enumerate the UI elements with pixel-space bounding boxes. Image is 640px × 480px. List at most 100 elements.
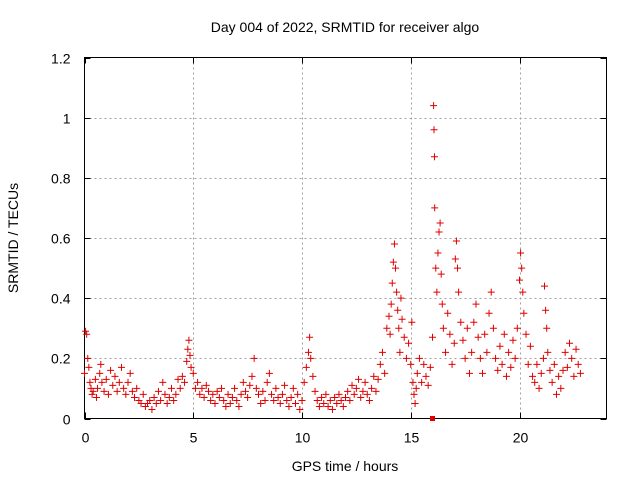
data-point	[539, 354, 547, 362]
data-point	[194, 378, 202, 386]
data-point	[548, 378, 556, 386]
data-point	[209, 390, 217, 398]
data-point	[492, 354, 500, 362]
data-point	[544, 348, 552, 356]
data-point	[91, 375, 99, 383]
data-point	[448, 360, 456, 368]
data-point	[174, 375, 182, 383]
data-point	[424, 381, 432, 389]
data-point	[557, 384, 565, 392]
data-point	[246, 381, 254, 389]
data-point	[157, 396, 165, 404]
data-point	[128, 387, 136, 395]
data-point	[220, 396, 228, 404]
data-point	[390, 240, 398, 248]
data-point	[97, 360, 105, 368]
data-point	[576, 369, 584, 377]
data-point	[455, 288, 463, 296]
y-tick-label: 0.6	[51, 231, 71, 247]
data-point	[183, 357, 191, 365]
data-point	[184, 345, 192, 353]
data-point	[368, 384, 376, 392]
data-point	[398, 315, 406, 323]
data-point	[346, 396, 354, 404]
data-point	[326, 396, 334, 404]
data-point	[126, 369, 134, 377]
x-tick-label: 10	[295, 430, 311, 446]
data-point	[215, 393, 223, 401]
data-point	[465, 369, 473, 377]
data-point	[412, 384, 420, 392]
data-point	[426, 363, 434, 371]
data-point	[300, 378, 308, 386]
data-point	[370, 372, 378, 380]
data-point	[131, 393, 139, 401]
data-point	[397, 294, 405, 302]
data-point	[348, 381, 356, 389]
data-point	[344, 387, 352, 395]
data-point	[546, 366, 554, 374]
data-point	[439, 324, 447, 332]
data-point	[407, 360, 415, 368]
data-point	[481, 330, 489, 338]
data-point	[395, 324, 403, 332]
data-point	[450, 339, 458, 347]
data-point	[357, 393, 365, 401]
data-point	[339, 402, 347, 410]
data-point	[563, 363, 571, 371]
data-point	[252, 384, 260, 392]
data-point	[265, 369, 273, 377]
data-point	[207, 396, 215, 404]
data-point	[165, 393, 173, 401]
data-point	[365, 396, 373, 404]
data-point	[189, 369, 197, 377]
data-point	[281, 381, 289, 389]
data-point	[429, 333, 436, 341]
data-point	[320, 399, 328, 407]
data-point	[559, 366, 567, 374]
data-point	[520, 309, 528, 317]
data-point	[137, 399, 145, 407]
data-point	[81, 369, 88, 377]
x-tick-label: 0	[82, 430, 90, 446]
data-point	[572, 345, 580, 353]
data-point	[222, 402, 230, 410]
data-point	[335, 390, 343, 398]
data-point	[479, 369, 487, 377]
data-point	[431, 204, 439, 212]
data-point	[483, 348, 491, 356]
data-point	[196, 390, 204, 398]
data-point	[89, 387, 97, 395]
data-point	[200, 393, 208, 401]
data-point	[263, 378, 271, 386]
data-point	[517, 249, 525, 257]
data-point	[115, 378, 123, 386]
data-point	[535, 384, 543, 392]
data-point	[352, 384, 360, 392]
data-point	[294, 390, 302, 398]
data-point	[570, 372, 578, 380]
data-point	[472, 300, 480, 308]
data-point	[430, 126, 438, 134]
data-point	[566, 339, 574, 347]
data-point	[146, 396, 154, 404]
data-point	[552, 390, 560, 398]
data-point	[298, 396, 306, 404]
data-point	[574, 360, 582, 368]
data-point	[402, 354, 410, 362]
data-point	[454, 264, 462, 272]
data-point	[311, 387, 319, 395]
data-point	[433, 288, 441, 296]
data-point	[550, 360, 558, 368]
data-point	[305, 348, 313, 356]
data-point	[233, 396, 241, 404]
data-point	[529, 372, 537, 380]
data-point	[120, 384, 128, 392]
data-point	[92, 393, 100, 401]
data-point	[505, 348, 513, 356]
data-point	[302, 363, 310, 371]
data-point	[430, 416, 435, 421]
data-point	[159, 378, 167, 386]
data-point	[198, 384, 206, 392]
